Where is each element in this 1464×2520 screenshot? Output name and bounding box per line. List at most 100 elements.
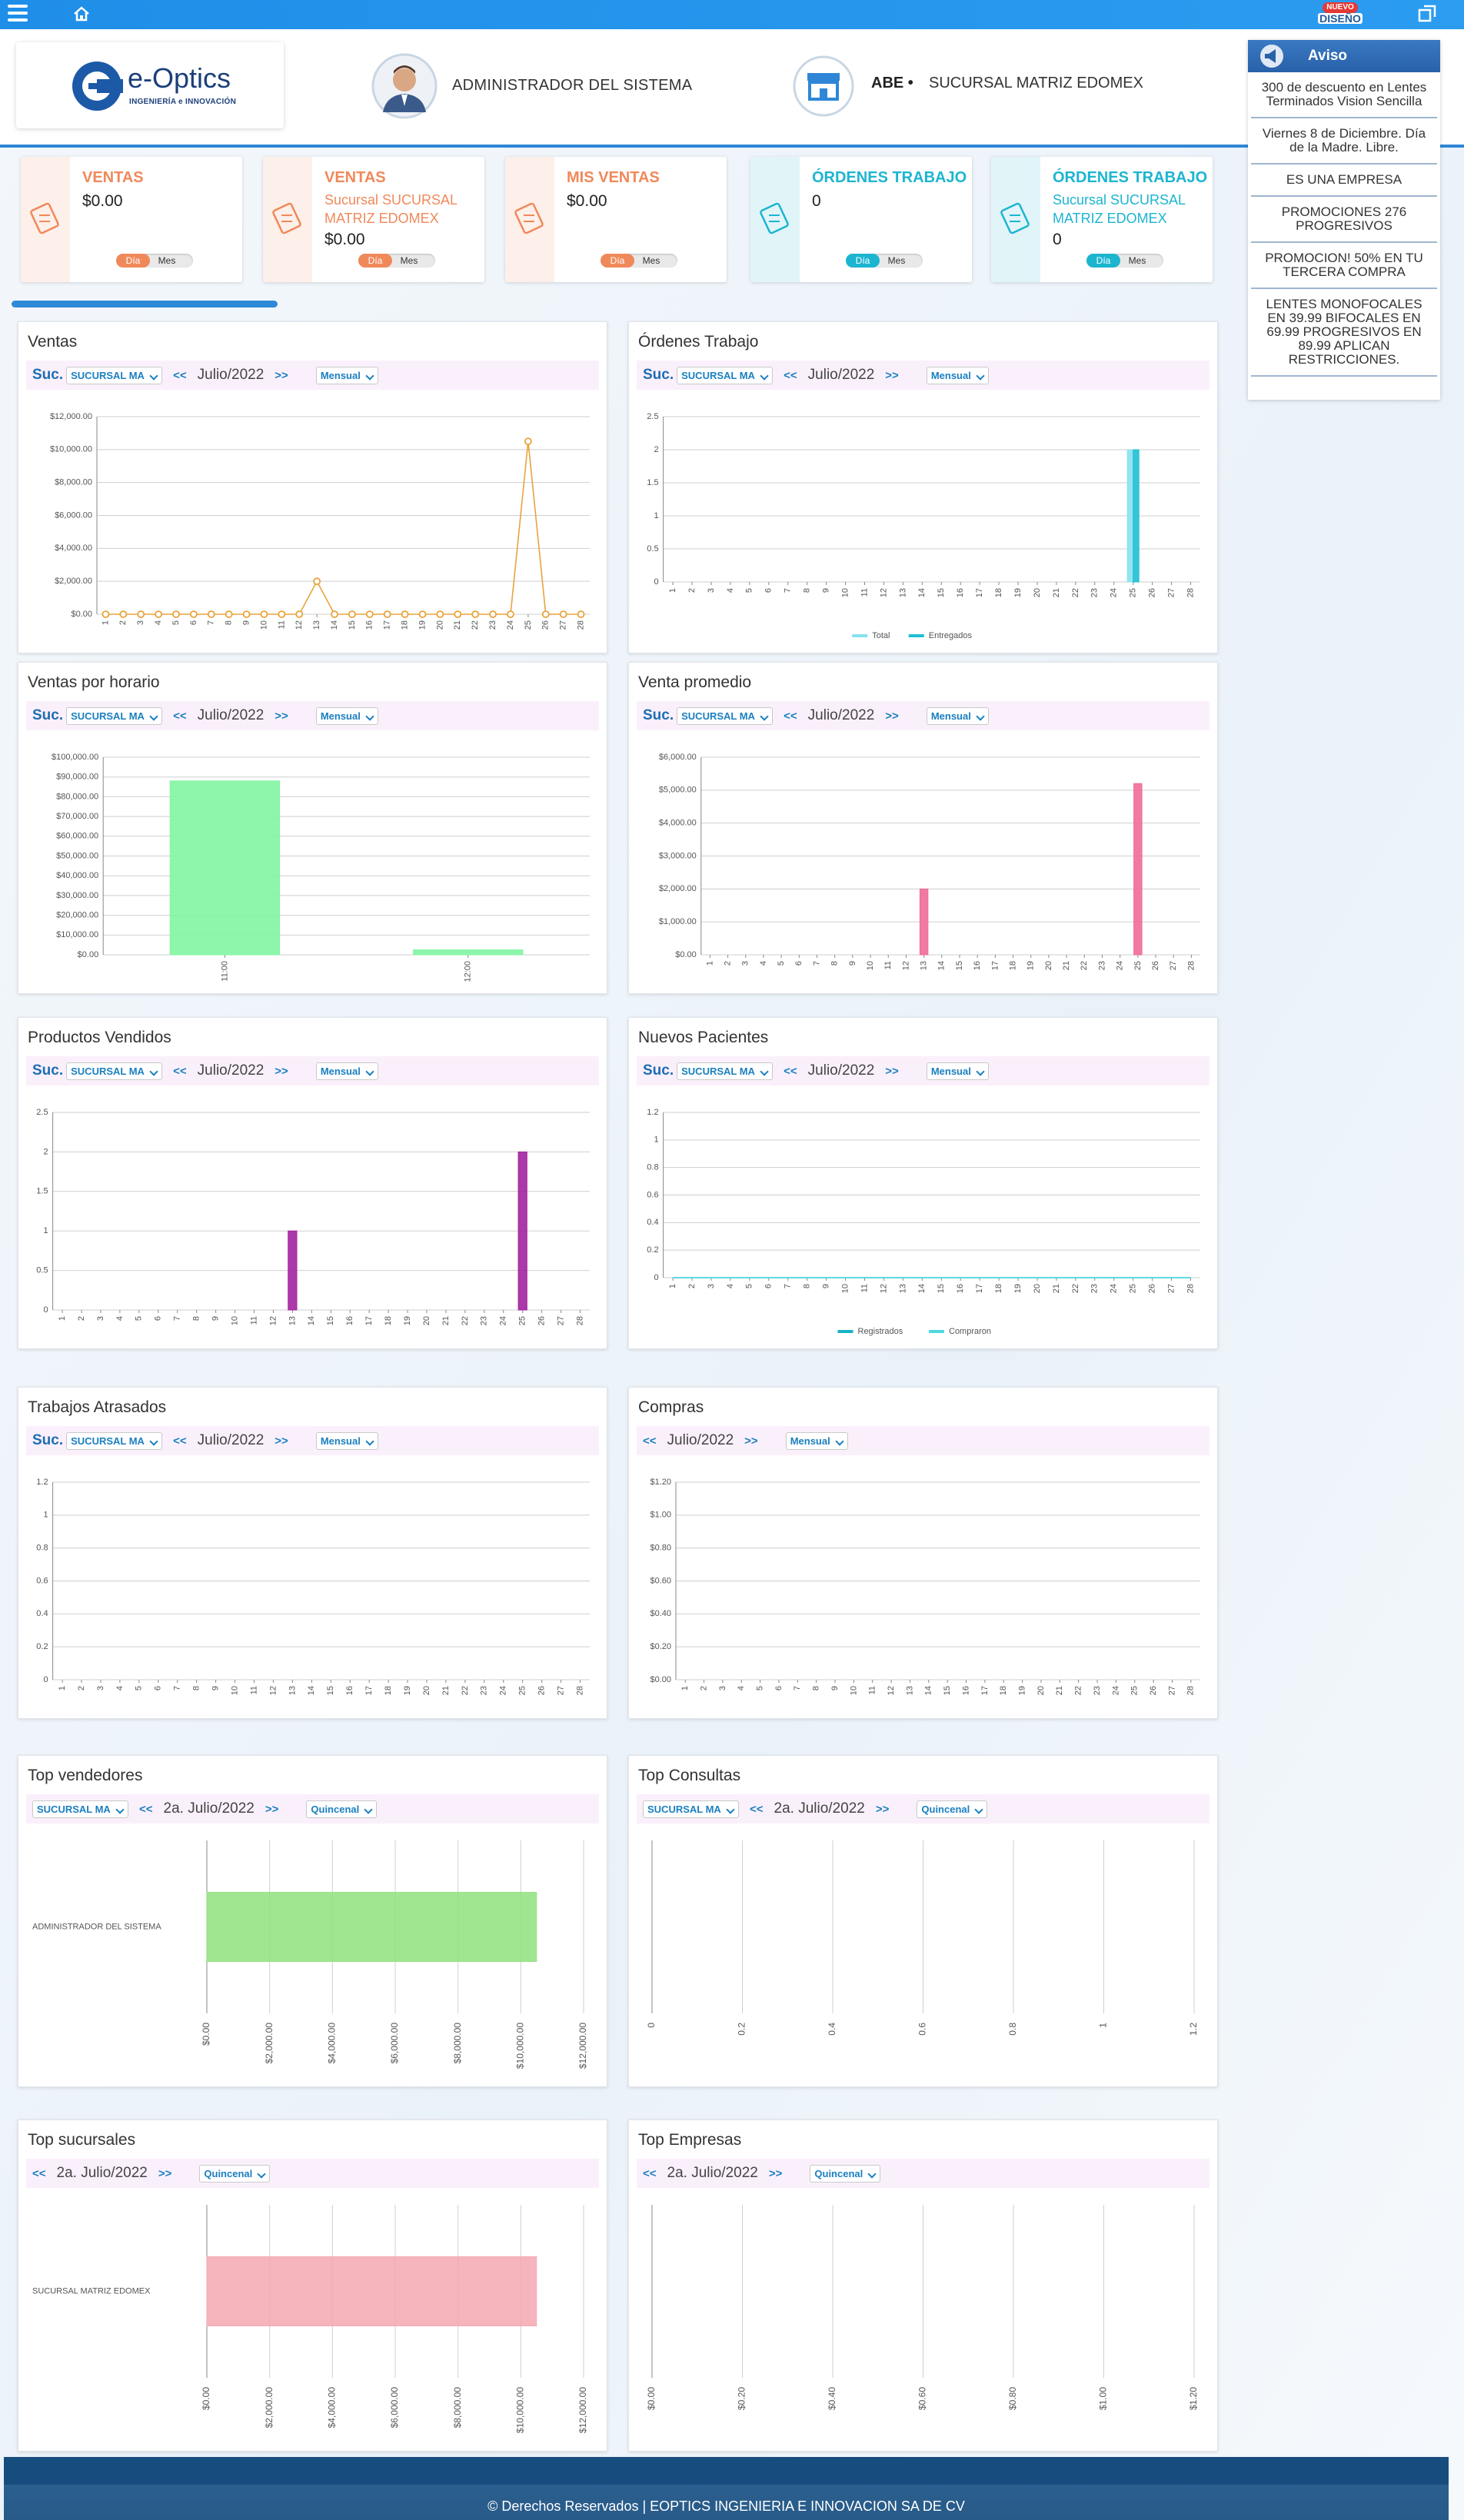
period-toggle[interactable]: Día Mes [1086,254,1163,268]
control-mode[interactable]: Mensual [785,1431,848,1450]
control-branch[interactable]: SUCURSAL MA [32,1800,128,1818]
control-prev[interactable]: << [784,709,797,723]
chart-controls: Suc. SUCURSAL MA << Julio/2022 >> Mensual [26,1056,599,1085]
control-prev[interactable]: << [784,368,797,382]
control-mode[interactable]: Quincenal [306,1800,378,1818]
control-period[interactable]: Julio/2022 [807,707,875,723]
control-next[interactable]: >> [744,1434,758,1448]
toggle-option[interactable]: Día [601,254,634,268]
x-tick-label: $0.00 [646,2387,657,2410]
toggle-option[interactable]: Mes [158,255,176,266]
store-icon[interactable] [792,55,855,118]
control-branch[interactable]: SUCURSAL MA [677,1062,774,1080]
toggle-option[interactable]: Mes [887,255,906,266]
x-tick-label: 24 [506,620,515,630]
control-period[interactable]: Julio/2022 [807,1062,875,1079]
control-branch[interactable]: SUCURSAL MA [66,1431,163,1450]
control-branch[interactable]: SUCURSAL MA [677,706,774,725]
control-prev[interactable]: << [32,2166,46,2180]
control-prev[interactable]: << [173,709,187,723]
control-prev[interactable]: << [173,1064,187,1078]
control-mode[interactable]: Mensual [315,1062,378,1080]
point [190,610,198,618]
bar [413,949,524,956]
control-next[interactable]: >> [768,2166,783,2180]
control-mode[interactable]: Mensual [926,1062,989,1080]
control-mode[interactable]: Quincenal [810,2164,881,2183]
period-toggle[interactable]: Día Mes [846,254,923,268]
y-tick-label: 0.4 [647,1218,658,1227]
window-icon[interactable] [1416,3,1438,25]
control-next[interactable]: >> [274,1064,288,1078]
control-branch[interactable]: SUCURSAL MA [643,1800,739,1818]
x-tick-label: 18 [999,1686,1008,1695]
control-suc: Suc. [643,367,674,383]
card-icon-strip [21,157,70,282]
toggle-option[interactable]: Día [846,254,880,268]
control-mode[interactable]: Mensual [315,1431,378,1450]
notice-item[interactable]: Viernes 8 de Diciembre. Día de la Madre.… [1251,118,1437,165]
control-period[interactable]: 2a. Julio/2022 [667,2165,758,2181]
user-avatar[interactable] [371,52,438,120]
period-toggle[interactable]: Día Mes [116,254,193,268]
control-next[interactable]: >> [158,2166,172,2180]
toggle-option[interactable]: Día [116,254,150,268]
notice-item[interactable]: ES UNA EMPRESA [1251,165,1437,197]
notice-item[interactable]: LENTES MONOFOCALES EN 39.99 BIFOCALES EN… [1251,289,1437,377]
toggle-option[interactable]: Día [358,254,392,268]
control-mode[interactable]: Mensual [926,366,989,384]
chart-controls: << 2a. Julio/2022 >> Quincenal [26,2159,599,2188]
notice-item[interactable]: PROMOCIONES 276 PROGRESIVOS [1251,197,1437,243]
control-prev[interactable]: << [173,368,187,382]
x-tick-label: 9 [241,620,251,625]
control-period[interactable]: 2a. Julio/2022 [163,1800,255,1817]
control-prev[interactable]: << [750,1802,764,1816]
period-toggle[interactable]: Día Mes [358,254,435,268]
new-design-badge[interactable]: NUEVO DISEÑO [1313,1,1367,24]
control-period[interactable]: Julio/2022 [197,707,265,723]
control-branch[interactable]: SUCURSAL MA [66,706,163,725]
x-tick-label: 26 [1149,1686,1158,1695]
toggle-option[interactable]: Día [1086,254,1120,268]
toggle-option[interactable]: Mes [400,255,418,266]
menu-button[interactable] [8,5,28,25]
control-next[interactable]: >> [885,1064,899,1078]
control-mode[interactable]: Quincenal [917,1800,988,1818]
control-period[interactable]: 2a. Julio/2022 [56,2165,148,2181]
control-prev[interactable]: << [139,1802,153,1816]
control-next[interactable]: >> [274,1434,288,1448]
notice-item[interactable]: PROMOCION! 50% EN TU TERCERA COMPRA [1251,243,1437,289]
home-icon[interactable] [72,5,91,23]
x-tick-label: 10 [840,588,850,597]
control-next[interactable]: >> [274,368,288,382]
control-branch[interactable]: SUCURSAL MA [677,366,774,384]
control-period[interactable]: Julio/2022 [197,1432,265,1448]
control-prev[interactable]: << [643,2166,657,2180]
control-next[interactable]: >> [885,709,899,723]
control-period[interactable]: Julio/2022 [197,1062,265,1079]
control-prev[interactable]: << [643,1434,657,1448]
point [155,610,163,618]
control-mode[interactable]: Mensual [926,706,989,725]
x-tick-label: 4 [115,1316,125,1321]
control-prev[interactable]: << [173,1434,187,1448]
control-next[interactable]: >> [274,709,288,723]
control-prev[interactable]: << [784,1064,797,1078]
control-period[interactable]: Julio/2022 [807,367,875,383]
control-next[interactable]: >> [875,1802,890,1816]
control-next[interactable]: >> [885,368,899,382]
control-branch[interactable]: SUCURSAL MA [66,1062,163,1080]
toggle-option[interactable]: Mes [1128,255,1146,266]
notice-item[interactable]: 300 de descuento en Lentes Terminados Vi… [1251,72,1437,118]
control-branch[interactable]: SUCURSAL MA [66,366,163,384]
toggle-option[interactable]: Mes [642,255,660,266]
period-toggle[interactable]: Día Mes [601,254,677,268]
control-period[interactable]: Julio/2022 [197,367,265,383]
control-next[interactable]: >> [265,1802,279,1816]
control-period[interactable]: 2a. Julio/2022 [774,1800,865,1817]
control-mode[interactable]: Mensual [315,366,378,384]
control-period[interactable]: Julio/2022 [667,1432,734,1448]
control-mode[interactable]: Mensual [315,706,378,725]
control-mode[interactable]: Quincenal [199,2164,271,2183]
